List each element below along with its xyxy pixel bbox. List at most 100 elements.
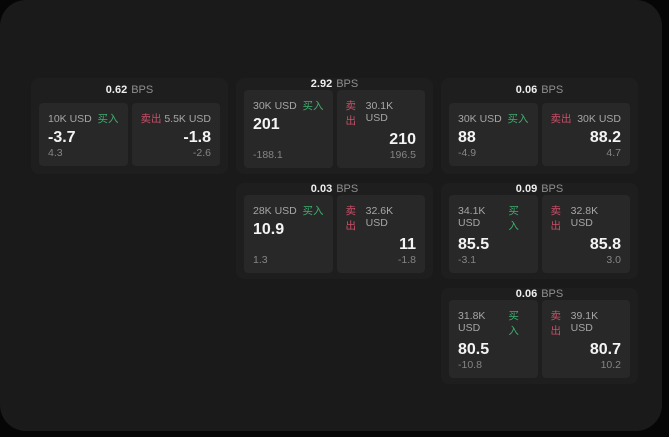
buy-price: 80.5 (458, 341, 490, 358)
bps-unit-label: BPS (541, 183, 564, 195)
card-header: 0.06 BPS (449, 288, 630, 300)
buy-amount: 34.1K USD (458, 205, 486, 229)
buy-panel[interactable]: 10K USD 买入 -3.7 4.3 (39, 102, 128, 166)
bps-unit-label: BPS (336, 78, 359, 90)
sell-panel[interactable]: 卖出 39.1K USD 80.7 10.2 (541, 300, 630, 379)
buy-price: 85.5 (458, 236, 490, 253)
bps-value: 2.92 (310, 78, 333, 90)
buy-panel[interactable]: 31.8K USD 买入 80.5 -10.8 (449, 300, 538, 379)
buy-delta: 1.3 (253, 254, 268, 267)
buy-panel[interactable]: 34.1K USD 买入 85.5 -3.1 (449, 195, 538, 274)
sell-panel[interactable]: 卖出 30K USD 88.2 4.7 (541, 102, 630, 166)
buy-side-label: 买入 (97, 112, 119, 125)
sell-panel-top: 卖出 30.1K USD (346, 98, 417, 128)
sell-price: 85.8 (589, 236, 621, 253)
buy-panel[interactable]: 28K USD 买入 10.9 1.3 (244, 195, 333, 274)
buy-amount: 30K USD (253, 100, 297, 112)
bps-value: 0.03 (310, 183, 333, 195)
card-grid: 0.62 BPS 10K USD 买入 -3.7 4.3 卖出 5.5K USD… (31, 78, 638, 384)
buy-amount: 30K USD (458, 112, 502, 125)
sell-amount: 30.1K USD (365, 100, 394, 124)
app-window: 0.62 BPS 10K USD 买入 -3.7 4.3 卖出 5.5K USD… (0, 0, 662, 431)
sell-price: -1.8 (183, 128, 211, 146)
buy-amount: 31.8K USD (458, 310, 486, 334)
sell-amount: 30K USD (577, 112, 621, 125)
bps-value: 0.62 (105, 84, 128, 97)
sell-delta: 196.5 (389, 149, 416, 162)
sell-amount: 32.8K USD (570, 205, 599, 229)
sell-delta: -1.8 (397, 254, 416, 267)
bps-value: 0.06 (515, 84, 538, 97)
buy-side-label: 买入 (302, 100, 324, 112)
buy-panel-top: 34.1K USD 买入 (458, 203, 529, 233)
buy-side-label: 买入 (507, 112, 529, 125)
sell-amount: 32.6K USD (365, 205, 394, 229)
buy-price: 201 (253, 116, 280, 133)
quote-card: 0.06 BPS 30K USD 买入 88 -4.9 卖出 30K USD 8… (441, 78, 638, 174)
buy-panel[interactable]: 30K USD 买入 88 -4.9 (449, 102, 538, 166)
quote-panels: 34.1K USD 买入 85.5 -3.1 卖出 32.8K USD 85.8… (449, 195, 630, 274)
bps-unit-label: BPS (336, 183, 359, 195)
card-header: 0.06 BPS (449, 78, 630, 103)
sell-delta: -2.6 (192, 147, 211, 159)
buy-panel-top: 28K USD 买入 (253, 203, 324, 218)
buy-panel-top: 30K USD 买入 (458, 111, 529, 126)
sell-side-label: 卖出 (345, 100, 357, 127)
sell-panel-top: 卖出 32.8K USD (551, 203, 622, 233)
sell-panel-top: 卖出 30K USD (551, 111, 622, 126)
buy-price: -3.7 (48, 128, 76, 146)
sell-panel[interactable]: 卖出 5.5K USD -1.8 -2.6 (131, 102, 220, 166)
buy-side-label: 买入 (508, 310, 519, 337)
bps-unit-label: BPS (131, 84, 154, 97)
quote-card: 0.62 BPS 10K USD 买入 -3.7 4.3 卖出 5.5K USD… (31, 78, 228, 174)
sell-price: 88.2 (589, 128, 621, 146)
quote-card: 0.03 BPS 28K USD 买入 10.9 1.3 卖出 32.6K US… (236, 183, 433, 279)
quote-card: 0.06 BPS 31.8K USD 买入 80.5 -10.8 卖出 39.1… (441, 288, 638, 384)
buy-panel-top: 30K USD 买入 (253, 98, 324, 113)
buy-side-label: 买入 (302, 205, 324, 217)
card-header: 2.92 BPS (244, 78, 425, 90)
buy-delta: -10.8 (458, 359, 482, 372)
sell-side-label: 卖出 (345, 205, 357, 232)
sell-price: 80.7 (589, 341, 621, 358)
bps-value: 0.06 (515, 288, 538, 300)
card-header: 0.03 BPS (244, 183, 425, 195)
sell-panel-top: 卖出 39.1K USD (551, 308, 622, 338)
quote-panels: 30K USD 买入 88 -4.9 卖出 30K USD 88.2 4.7 (449, 102, 630, 166)
quote-panels: 30K USD 买入 201 -188.1 卖出 30.1K USD 210 1… (244, 90, 425, 169)
sell-side-label: 卖出 (550, 112, 572, 125)
sell-delta: 4.7 (606, 147, 621, 159)
buy-panel-top: 10K USD 买入 (48, 111, 119, 126)
sell-panel-top: 卖出 5.5K USD (141, 111, 212, 126)
sell-price: 210 (389, 131, 416, 148)
sell-amount: 5.5K USD (164, 112, 211, 125)
card-header: 0.62 BPS (39, 78, 220, 103)
sell-panel-top: 卖出 32.6K USD (346, 203, 417, 233)
buy-side-label: 买入 (508, 205, 519, 232)
sell-side-label: 卖出 (550, 205, 562, 232)
quote-card: 2.92 BPS 30K USD 买入 201 -188.1 卖出 30.1K … (236, 78, 433, 174)
buy-panel[interactable]: 30K USD 买入 201 -188.1 (244, 90, 333, 169)
buy-amount: 28K USD (253, 205, 297, 217)
sell-delta: 3.0 (606, 254, 621, 267)
sell-side-label: 卖出 (140, 112, 162, 125)
buy-delta: -3.1 (458, 254, 477, 267)
bps-value: 0.09 (515, 183, 538, 195)
sell-amount: 39.1K USD (570, 310, 599, 334)
quote-card: 0.09 BPS 34.1K USD 买入 85.5 -3.1 卖出 32.8K… (441, 183, 638, 279)
buy-delta: -188.1 (253, 149, 283, 162)
buy-delta: 4.3 (48, 147, 63, 159)
sell-delta: 10.2 (600, 359, 621, 372)
sell-panel[interactable]: 卖出 32.8K USD 85.8 3.0 (541, 195, 630, 274)
sell-panel[interactable]: 卖出 32.6K USD 11 -1.8 (336, 195, 425, 274)
buy-price: 10.9 (253, 221, 285, 238)
card-header: 0.09 BPS (449, 183, 630, 195)
bps-unit-label: BPS (541, 84, 564, 97)
quote-panels: 10K USD 买入 -3.7 4.3 卖出 5.5K USD -1.8 -2.… (39, 102, 220, 166)
sell-price: 11 (399, 236, 416, 253)
quote-panels: 31.8K USD 买入 80.5 -10.8 卖出 39.1K USD 80.… (449, 300, 630, 379)
sell-side-label: 卖出 (550, 310, 562, 337)
sell-panel[interactable]: 卖出 30.1K USD 210 196.5 (336, 90, 425, 169)
buy-panel-top: 31.8K USD 买入 (458, 308, 529, 338)
buy-price: 88 (458, 128, 476, 146)
